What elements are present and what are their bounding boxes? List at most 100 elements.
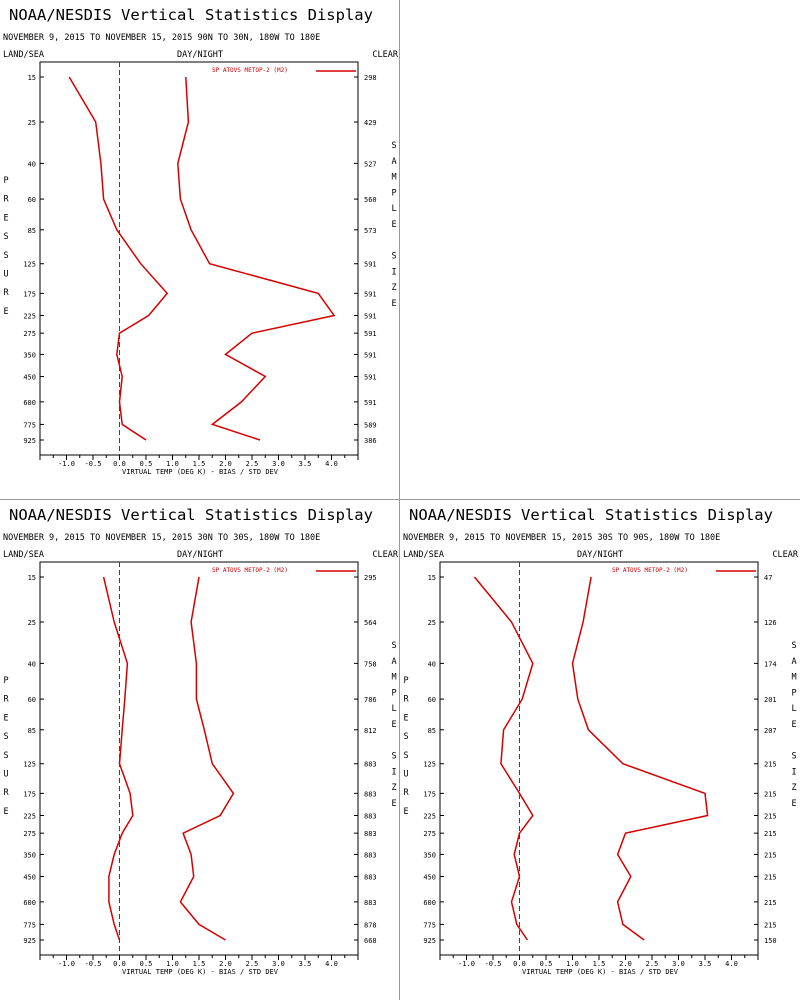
x-axis-label: VIRTUAL TEMP (DEG K) - BIAS / STD DEV	[122, 968, 279, 976]
y-axis-label-char: E	[403, 807, 408, 817]
sample-size-label: 591	[364, 374, 377, 382]
sample-size-label: 295	[364, 574, 377, 582]
day-night-label: DAY/NIGHT	[177, 550, 223, 560]
right-axis-label-char: L	[791, 704, 796, 714]
right-axis-label-char: P	[391, 688, 396, 698]
x-tick-label: 3.5	[299, 960, 312, 968]
vertical-divider	[399, 0, 400, 1000]
y-axis-label-char: R	[403, 695, 409, 705]
sample-size-label: 429	[364, 119, 377, 127]
x-tick-label: 0.5	[140, 960, 153, 968]
sample-size-label: 150	[764, 937, 777, 945]
y-tick-label: 275	[23, 330, 36, 338]
y-tick-label: 600	[23, 399, 36, 407]
series-line-bias	[68, 76, 169, 441]
y-tick-label: 125	[23, 261, 36, 269]
right-axis-label-char: L	[391, 204, 396, 214]
right-axis-label-char: S	[791, 641, 796, 651]
chart-title: NOAA/NESDIS Vertical Statistics Display	[9, 6, 373, 24]
sample-size-label: 591	[364, 351, 377, 359]
legend-label: SP ATOVS METOP-2 (M2)	[612, 567, 688, 574]
y-tick-label: 450	[23, 374, 36, 382]
chart-title: NOAA/NESDIS Vertical Statistics Display	[409, 506, 773, 524]
chart-panel-north: NOAA/NESDIS Vertical Statistics Display N…	[0, 0, 400, 500]
x-tick-label: 2.5	[646, 960, 659, 968]
y-tick-label: 775	[23, 421, 36, 429]
y-tick-label: 60	[28, 696, 36, 704]
sample-size-label: 215	[764, 830, 777, 838]
y-tick-label: 125	[23, 761, 36, 769]
y-tick-label: 925	[23, 437, 36, 445]
x-tick-label: 1.0	[166, 960, 179, 968]
clear-label: CLEAR	[372, 550, 398, 560]
y-tick-label: 175	[23, 290, 36, 298]
y-axis-label-char: E	[3, 307, 8, 317]
y-axis-label-char: R	[403, 788, 409, 798]
legend-label: SP ATOVS METOP-2 (M2)	[212, 567, 288, 574]
chart-subtitle: NOVEMBER 9, 2015 TO NOVEMBER 15, 2015 30…	[3, 533, 320, 543]
horizontal-divider	[0, 499, 800, 500]
y-tick-label: 15	[428, 574, 436, 582]
chart-panel-south: NOAA/NESDIS Vertical Statistics Display N…	[400, 500, 800, 1000]
x-tick-label: 1.5	[593, 960, 606, 968]
y-axis-label-char: S	[3, 251, 8, 261]
right-axis-label-char: I	[791, 767, 796, 777]
x-tick-label: 0.5	[140, 460, 153, 468]
y-axis-label-char: S	[3, 232, 8, 242]
sample-size-label: 883	[364, 790, 377, 798]
right-axis-label-char: E	[391, 299, 396, 309]
x-tick-label: 1.0	[166, 460, 179, 468]
right-axis-label-char: M	[791, 673, 796, 683]
y-tick-label: 600	[423, 899, 436, 907]
sample-size-label: 298	[364, 74, 377, 82]
y-tick-label: 350	[23, 851, 36, 859]
day-night-label: DAY/NIGHT	[577, 550, 623, 560]
x-tick-label: -1.0	[58, 960, 75, 968]
right-axis-label-char: A	[391, 157, 396, 167]
right-axis-label-char: Z	[391, 783, 396, 793]
y-tick-label: 15	[28, 574, 36, 582]
sample-size-label: 215	[764, 921, 777, 929]
right-axis-label-char: E	[791, 720, 796, 730]
right-axis-label-char: A	[791, 657, 796, 667]
right-axis-label-char: S	[391, 141, 396, 151]
y-tick-label: 450	[423, 874, 436, 882]
sample-size-label: 573	[364, 227, 377, 235]
x-tick-label: 2.0	[619, 960, 632, 968]
y-axis-label-char: E	[3, 213, 8, 223]
x-tick-label: -0.5	[485, 960, 502, 968]
sample-size-label: 591	[364, 399, 377, 407]
y-tick-label: 225	[423, 812, 436, 820]
y-axis-label-char: E	[3, 713, 8, 723]
plot-frame	[439, 561, 759, 956]
sample-size-label: 786	[364, 696, 377, 704]
x-tick-label: 0.0	[113, 460, 126, 468]
right-axis-label-char: I	[391, 267, 396, 277]
day-night-label: DAY/NIGHT	[177, 50, 223, 60]
right-axis-label-char: E	[391, 220, 396, 230]
sample-size-label: 207	[764, 727, 777, 735]
x-tick-label: 2.0	[219, 960, 232, 968]
right-axis-label-char: Z	[391, 283, 396, 293]
y-axis-label-char: R	[3, 788, 9, 798]
right-axis-label-char: S	[391, 252, 396, 262]
series-line-std-dev	[571, 576, 709, 941]
y-axis-label-char: S	[3, 751, 8, 761]
y-tick-label: 775	[423, 921, 436, 929]
sample-size-label: 668	[364, 937, 377, 945]
x-tick-label: 3.0	[672, 960, 685, 968]
sample-size-label: 560	[364, 196, 377, 204]
chart-subtitle: NOVEMBER 9, 2015 TO NOVEMBER 15, 2015 30…	[403, 533, 720, 543]
x-tick-label: 1.0	[566, 960, 579, 968]
right-axis-label-char: S	[391, 641, 396, 651]
sample-size-label: 527	[364, 160, 377, 168]
x-tick-label: 0.5	[540, 960, 553, 968]
land-sea-label: LAND/SEA	[3, 550, 44, 560]
sample-size-label: 126	[764, 619, 777, 627]
x-tick-label: 1.5	[193, 960, 206, 968]
clear-label: CLEAR	[372, 50, 398, 60]
chart-subtitle: NOVEMBER 9, 2015 TO NOVEMBER 15, 2015 90…	[3, 33, 320, 43]
x-tick-label: 4.0	[325, 960, 338, 968]
sample-size-label: 201	[764, 696, 777, 704]
y-tick-label: 40	[28, 160, 36, 168]
